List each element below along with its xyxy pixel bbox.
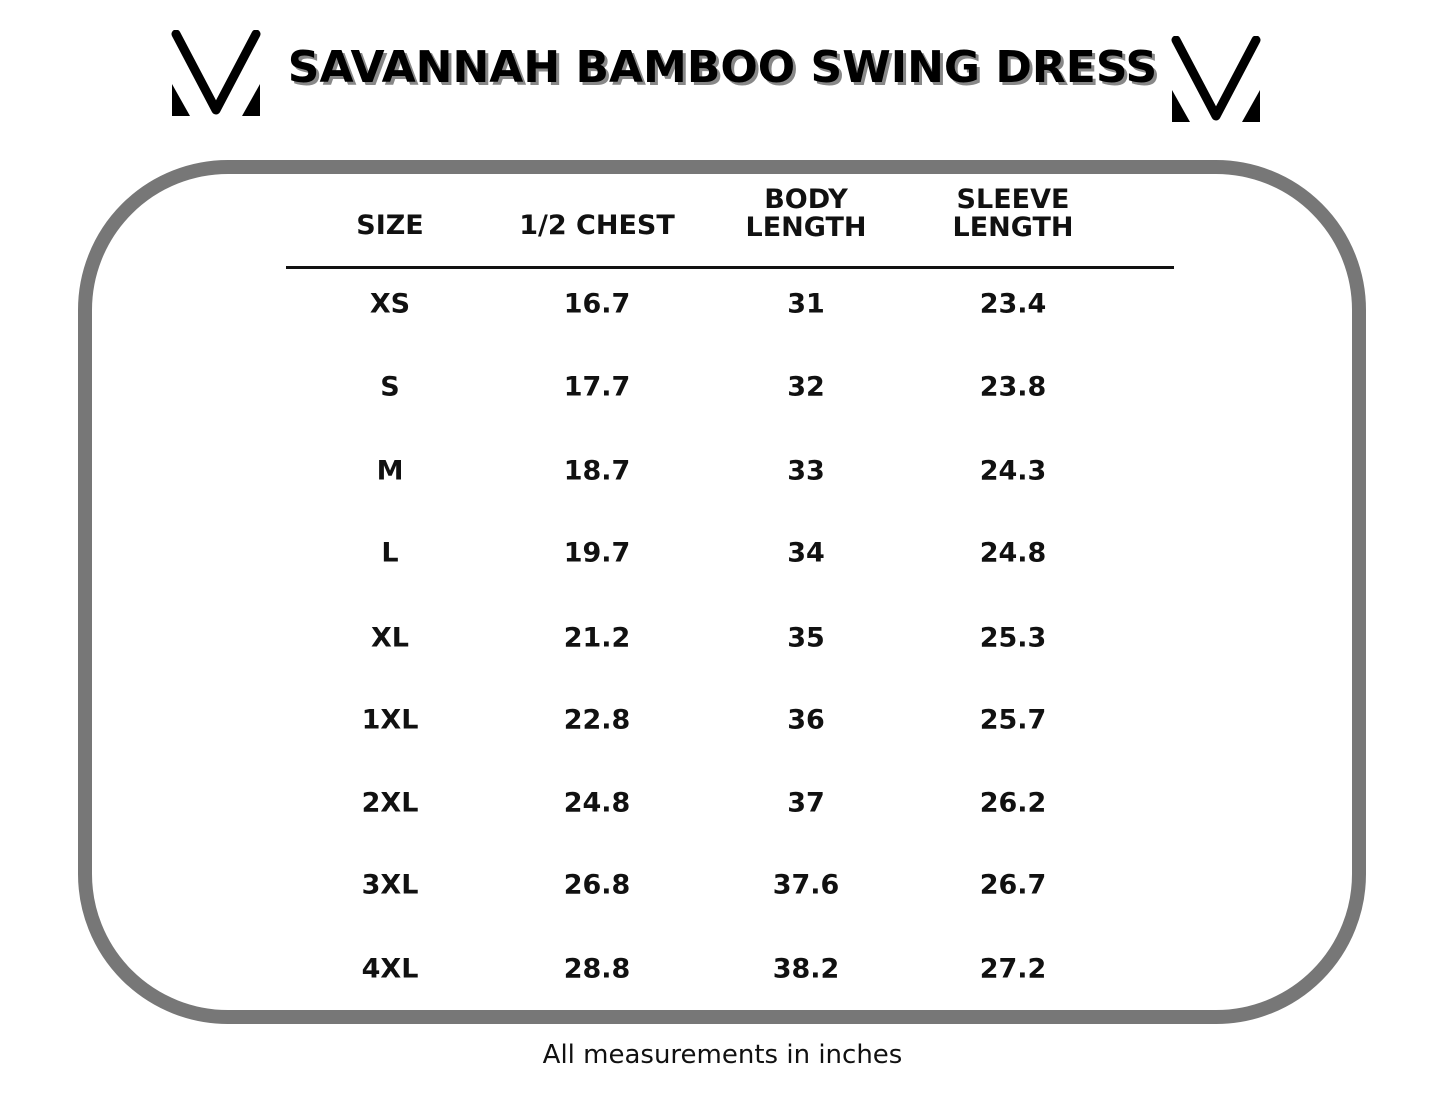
- table-cell: 22.8: [563, 704, 631, 736]
- page-title: SAVANNAH BAMBOO SWING DRESS: [287, 42, 1158, 93]
- table-cell: 23.4: [979, 288, 1047, 320]
- table-frame: [78, 160, 1366, 1024]
- footer-note: All measurements in inches: [542, 1040, 903, 1070]
- header-divider: [286, 266, 1174, 269]
- table-cell: XS: [369, 288, 411, 320]
- table-cell: 2XL: [361, 787, 419, 819]
- column-header-line: LENGTH: [952, 212, 1074, 243]
- table-cell: 23.8: [979, 371, 1047, 403]
- table-cell: XL: [370, 622, 410, 654]
- table-cell: 4XL: [361, 953, 419, 985]
- table-cell: 24.8: [563, 787, 631, 819]
- table-cell: 32: [787, 371, 825, 403]
- column-header: SIZE: [356, 212, 424, 240]
- column-header: BODY LENGTH: [746, 186, 867, 242]
- column-header: 1/2 CHEST: [519, 212, 675, 240]
- table-cell: 25.3: [979, 622, 1047, 654]
- table-cell: 31: [787, 288, 825, 320]
- table-cell: 18.7: [563, 455, 631, 487]
- table-cell: 24.8: [979, 537, 1047, 569]
- table-cell: 28.8: [563, 953, 631, 985]
- table-cell: 3XL: [361, 869, 419, 901]
- table-cell: 25.7: [979, 704, 1047, 736]
- table-cell: S: [380, 371, 400, 403]
- v-logo-icon-left: [171, 30, 261, 116]
- column-header-line: 1/2 CHEST: [519, 210, 675, 241]
- table-cell: 26.8: [563, 869, 631, 901]
- table-cell: 35: [787, 622, 825, 654]
- table-cell: 37: [787, 787, 825, 819]
- table-cell: 34: [787, 537, 825, 569]
- v-logo-icon-right: [1171, 36, 1261, 122]
- table-cell: 27.2: [979, 953, 1047, 985]
- table-cell: 26.2: [979, 787, 1047, 819]
- table-cell: 17.7: [563, 371, 631, 403]
- table-cell: 26.7: [979, 869, 1047, 901]
- table-cell: 16.7: [563, 288, 631, 320]
- column-header-line: SIZE: [356, 210, 424, 241]
- column-header-line: SLEEVE: [956, 184, 1070, 215]
- table-cell: 19.7: [563, 537, 631, 569]
- table-cell: 37.6: [772, 869, 840, 901]
- column-header-line: BODY: [764, 184, 848, 215]
- table-cell: L: [381, 537, 399, 569]
- table-cell: 38.2: [772, 953, 840, 985]
- table-cell: M: [376, 455, 404, 487]
- column-header: SLEEVE LENGTH: [953, 186, 1074, 242]
- table-cell: 24.3: [979, 455, 1047, 487]
- table-cell: 1XL: [361, 704, 419, 736]
- table-cell: 33: [787, 455, 825, 487]
- column-header-line: LENGTH: [745, 212, 867, 243]
- table-cell: 36: [787, 704, 825, 736]
- table-cell: 21.2: [563, 622, 631, 654]
